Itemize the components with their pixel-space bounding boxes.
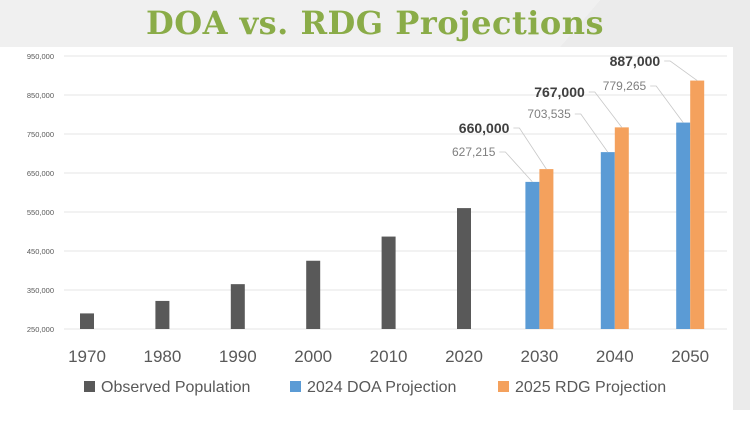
bar-observed [155,300,170,329]
bar-rdg [614,127,629,330]
x-tick-label: 2020 [445,347,483,366]
x-tick-label: 2000 [294,347,332,366]
chart-title: DOA vs. RDG Projections [145,4,605,42]
y-tick-label: 750,000 [27,130,54,139]
y-tick-label: 850,000 [27,91,54,100]
data-label-rdg: 887,000 [610,53,661,69]
x-tick-label: 2050 [671,347,709,366]
y-tick-label: 950,000 [27,52,54,61]
y-tick-label: 550,000 [27,208,54,217]
x-tick-label: 1970 [68,347,106,366]
legend-swatch [498,381,509,392]
leader-line [650,85,684,123]
data-label-doa: 703,535 [527,107,571,121]
x-tick-label: 2010 [370,347,408,366]
bar-observed [381,236,396,329]
y-tick-label: 650,000 [27,169,54,178]
bar-observed [457,208,471,329]
bar-rdg [539,169,554,329]
bar-doa [525,181,540,329]
x-tick-label: 1990 [219,347,257,366]
leader-line [499,151,533,183]
x-tick-label: 1980 [143,347,181,366]
legend-label: Observed Population [101,379,250,396]
y-tick-label: 250,000 [27,325,54,334]
x-tick-label: 2040 [596,347,634,366]
data-label-rdg: 660,000 [459,120,510,136]
leader-line [664,60,698,81]
bar-observed [80,313,94,329]
bar-observed [306,260,321,329]
y-tick-label: 350,000 [27,286,54,295]
leader-line [574,113,609,153]
bar-doa [676,122,691,330]
data-label-doa: 627,215 [452,145,496,159]
legend-label: 2025 RDG Projection [515,379,666,396]
legend-label: 2024 DOA Projection [307,379,456,396]
data-label-doa: 779,265 [603,79,647,93]
legend-swatch [290,381,301,392]
bar-doa [600,152,615,329]
y-tick-label: 450,000 [27,247,54,256]
bar-rdg [690,80,705,329]
leader-line [513,127,547,170]
leader-line [588,91,623,128]
data-label-rdg: 767,000 [534,84,585,100]
x-tick-label: 2030 [520,347,558,366]
legend-swatch [84,381,95,392]
bar-observed [230,284,245,329]
